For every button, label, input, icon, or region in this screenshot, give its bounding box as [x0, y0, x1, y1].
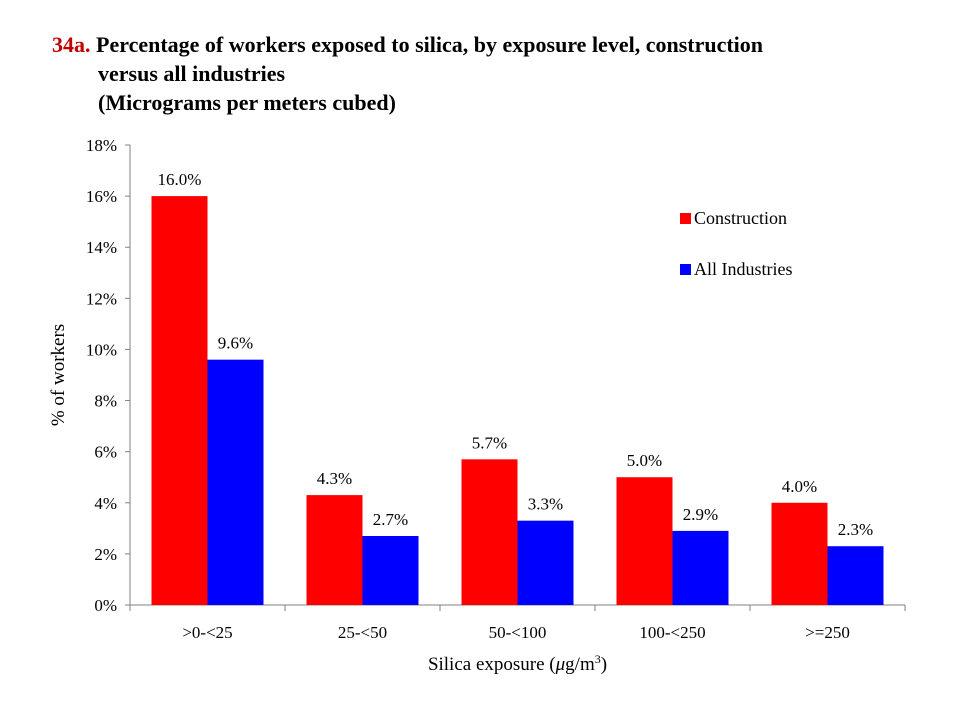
legend-label-construction: Construction — [694, 207, 787, 228]
x-tick-label: 50-<100 — [489, 623, 547, 642]
bar-construction — [771, 502, 828, 605]
x-tick-label: >=250 — [805, 623, 850, 642]
legend-swatch-all-industries — [680, 263, 691, 275]
bar-all-industries — [672, 530, 729, 605]
bar-all-industries — [517, 520, 574, 605]
data-label-construction: 5.0% — [627, 451, 662, 470]
y-tick-label: 12% — [86, 289, 117, 308]
bar-construction — [151, 196, 208, 605]
bar-construction — [306, 495, 363, 605]
y-axis-title: % of workers — [48, 324, 69, 426]
data-label-construction: 4.3% — [317, 469, 352, 488]
chart-title: 34a. Percentage of workers exposed to si… — [52, 30, 763, 117]
x-axis-title: Silica exposure (μg/m3) — [428, 652, 607, 675]
y-tick-label: 18% — [86, 136, 117, 155]
title-line-3: (Micrograms per meters cubed) — [98, 90, 396, 115]
bar-construction — [616, 477, 673, 605]
bar-all-industries — [362, 536, 419, 605]
title-line-2: versus all industries — [98, 61, 286, 86]
x-tick-label: >0-<25 — [182, 623, 232, 642]
data-label-construction: 4.0% — [782, 477, 817, 496]
y-tick-label: 2% — [94, 545, 117, 564]
data-label-all-industries: 2.3% — [838, 520, 873, 539]
bars — [151, 196, 884, 605]
data-label-all-industries: 3.3% — [528, 495, 563, 514]
data-label-all-industries: 2.7% — [373, 510, 408, 529]
bar-construction — [461, 459, 518, 605]
x-tick-label: 100-<250 — [639, 623, 705, 642]
legend-swatch-construction — [680, 212, 691, 224]
data-label-all-industries: 2.9% — [683, 505, 718, 524]
y-tick-label: 10% — [86, 340, 117, 359]
data-labels: 16.0% 4.3% 5.7% 5.0% 4.0% 9.6% 2.7% 3.3% 2.9% 2.3… — [158, 170, 874, 539]
title-number: 34a. — [52, 32, 91, 57]
y-tick-label: 8% — [94, 392, 117, 411]
legend-item-construction: Construction — [680, 206, 793, 230]
legend-label-all-industries: All Industries — [694, 258, 793, 279]
title-line-1: Percentage of workers exposed to silica,… — [96, 32, 764, 57]
data-label-construction: 16.0% — [158, 170, 202, 189]
legend-item-all-industries: All Industries — [680, 257, 793, 281]
legend: Construction All Industries — [680, 206, 793, 308]
data-label-all-industries: 9.6% — [218, 334, 253, 353]
y-tick-label: 6% — [94, 443, 117, 462]
y-tick-label: 14% — [86, 238, 117, 257]
bar-all-industries — [207, 359, 264, 605]
y-tick-label: 4% — [94, 494, 117, 513]
data-label-construction: 5.7% — [472, 433, 507, 452]
bar-all-industries — [827, 546, 884, 605]
y-tick-label: 0% — [94, 596, 117, 615]
y-tick-label: 16% — [86, 187, 117, 206]
x-tick-label: 25-<50 — [338, 623, 387, 642]
